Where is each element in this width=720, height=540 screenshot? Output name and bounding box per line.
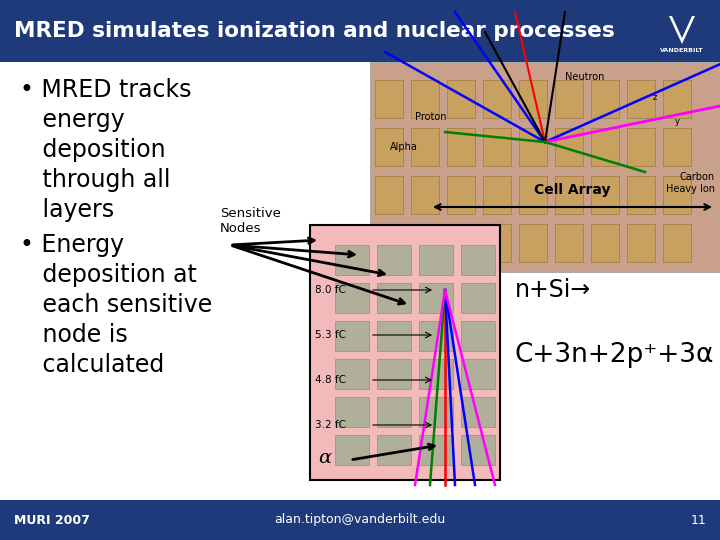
Bar [519,176,547,214]
Bar [555,224,583,262]
Text: energy: energy [20,108,125,132]
Text: 3.2 fC: 3.2 fC [315,420,346,430]
Bar [419,245,453,275]
Text: Neutron: Neutron [565,72,604,82]
Bar [663,176,691,214]
Text: Proton: Proton [415,112,446,122]
Bar [419,359,453,389]
Bar [519,128,547,166]
Bar [419,435,453,465]
Bar [627,128,655,166]
Bar [483,128,511,166]
Text: 11: 11 [690,514,706,526]
Bar [0,0,720,62]
Text: Alpha: Alpha [390,142,418,152]
Bar [335,321,369,351]
Bar [663,128,691,166]
Text: 4.8 fC: 4.8 fC [315,375,346,385]
Bar [377,359,411,389]
Text: node is: node is [20,323,127,347]
Bar [461,245,495,275]
Bar [370,62,720,272]
Text: deposition: deposition [20,138,166,162]
Bar [447,224,475,262]
Text: Sensitive
Nodes: Sensitive Nodes [220,207,281,235]
Bar [335,245,369,275]
Bar [377,245,411,275]
Bar [627,176,655,214]
Bar [483,80,511,118]
Bar [447,80,475,118]
Bar [627,80,655,118]
Bar [411,128,439,166]
Bar [555,128,583,166]
Bar [375,224,403,262]
Bar [375,80,403,118]
Bar [335,435,369,465]
Bar [375,128,403,166]
Bar [461,359,495,389]
Bar [419,321,453,351]
Text: 5.3 fC: 5.3 fC [315,330,346,340]
Bar [447,128,475,166]
Bar [591,176,619,214]
Bar [555,80,583,118]
Bar [461,283,495,313]
Bar [483,176,511,214]
Bar [335,359,369,389]
Text: calculated: calculated [20,353,164,377]
Bar [0,62,720,500]
Bar [591,80,619,118]
Bar [377,283,411,313]
Bar [375,176,403,214]
Bar [0,500,720,540]
Bar [461,321,495,351]
Bar [335,283,369,313]
Bar [461,435,495,465]
Bar [335,397,369,427]
Bar [627,224,655,262]
Bar [461,397,495,427]
Text: each sensitive: each sensitive [20,293,212,317]
Bar [447,176,475,214]
Text: n+Si→: n+Si→ [515,278,591,302]
Text: • MRED tracks: • MRED tracks [20,78,192,102]
Bar [591,224,619,262]
Text: MRED simulates ionization and nuclear processes: MRED simulates ionization and nuclear pr… [14,21,615,41]
Text: Cell Array: Cell Array [534,183,611,197]
Bar [411,224,439,262]
Bar [411,176,439,214]
Bar [663,224,691,262]
Bar [591,128,619,166]
Text: 8.0 fC: 8.0 fC [315,285,346,295]
Text: MURI 2007: MURI 2007 [14,514,90,526]
Bar [377,435,411,465]
Bar [519,80,547,118]
Text: • Energy: • Energy [20,233,124,257]
Bar [419,283,453,313]
Text: C+3n+2p⁺+3α: C+3n+2p⁺+3α [515,342,714,368]
Polygon shape [669,16,695,44]
Bar [555,176,583,214]
Text: through all: through all [20,168,171,192]
Bar [411,80,439,118]
Bar [377,321,411,351]
Text: deposition at: deposition at [20,263,197,287]
Bar [519,224,547,262]
Bar [377,397,411,427]
Text: layers: layers [20,198,114,222]
Text: Carbon
Heavy Ion: Carbon Heavy Ion [666,172,715,194]
Text: alan.tipton@vanderbilt.edu: alan.tipton@vanderbilt.edu [274,514,446,526]
Bar [663,80,691,118]
Text: z: z [653,93,657,102]
Text: α: α [318,449,331,467]
Text: VANDERBILT: VANDERBILT [660,48,703,53]
Text: y: y [675,118,680,126]
Bar [419,397,453,427]
Bar [483,224,511,262]
Polygon shape [674,18,690,37]
Bar [310,225,500,480]
